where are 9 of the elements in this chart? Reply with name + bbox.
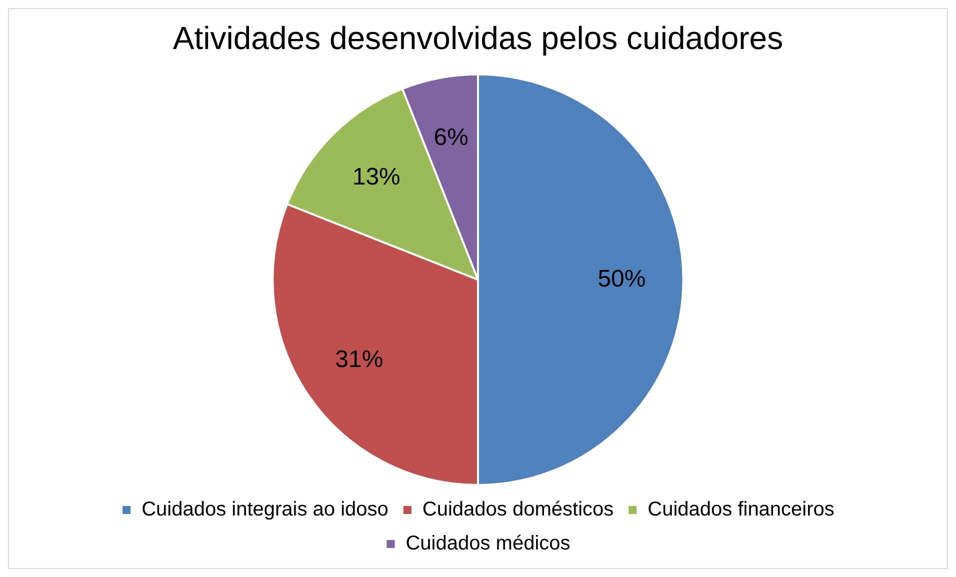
- data-label: 31%: [335, 346, 384, 374]
- legend-label: Cuidados financeiros: [648, 498, 834, 521]
- chart-title: Atividades desenvolvidas pelos cuidadores: [172, 20, 784, 56]
- legend-label: Cuidados integrais ao idoso: [142, 498, 388, 521]
- data-label: 50%: [598, 265, 646, 292]
- legend-label: Cuidados domésticos: [422, 498, 614, 521]
- data-label: 6%: [434, 124, 468, 152]
- data-label: 13%: [352, 164, 400, 191]
- legend-label: Cuidados médicos: [406, 532, 570, 555]
